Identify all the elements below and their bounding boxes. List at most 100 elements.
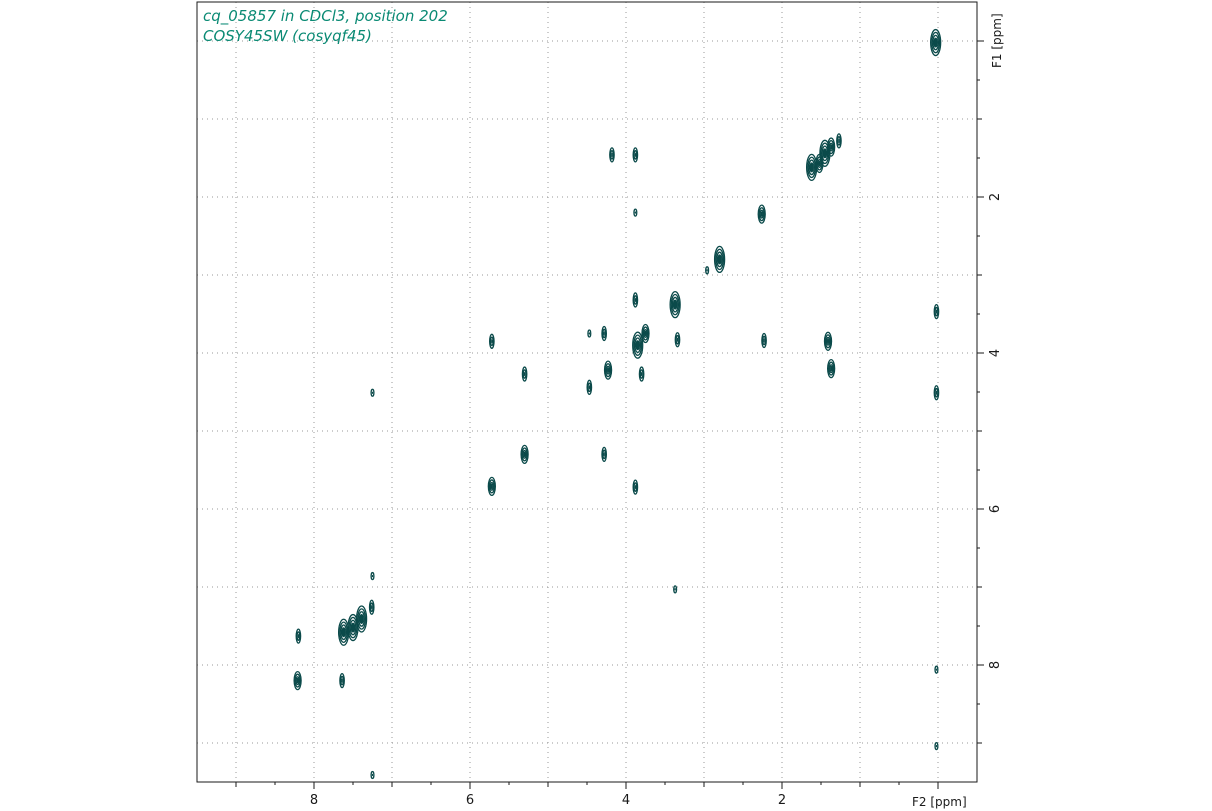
cross-peak	[337, 618, 350, 646]
contour-ring	[827, 361, 835, 376]
contour-core	[341, 678, 343, 683]
contour-ring	[669, 290, 681, 319]
contour-ring	[713, 245, 726, 274]
contour-ring	[933, 304, 940, 320]
contour-core	[342, 628, 346, 637]
contour-core	[523, 451, 526, 458]
contour-ring	[359, 613, 364, 624]
contour-ring	[761, 332, 767, 349]
contour-ring	[341, 627, 346, 638]
contour-ring	[825, 336, 831, 346]
contour-core	[634, 297, 637, 303]
spectrum-title: cq_05857 in CDCl3, position 202	[203, 7, 448, 26]
contour-ring	[809, 162, 814, 173]
contour-ring	[643, 328, 648, 339]
cross-peak	[641, 323, 650, 344]
contour-ring	[489, 336, 494, 347]
contour-core	[371, 391, 374, 394]
contour-ring	[601, 325, 608, 342]
contour-ring	[603, 360, 613, 380]
contour-ring	[368, 599, 375, 615]
contour-ring	[762, 335, 767, 346]
contour-core	[935, 390, 938, 395]
contour-core	[603, 452, 605, 457]
contour-ring	[293, 670, 302, 691]
contour-core	[634, 152, 637, 157]
contour-ring	[673, 585, 678, 594]
contour-ring	[522, 369, 527, 379]
contour-ring	[639, 369, 644, 379]
contour-ring	[587, 382, 592, 393]
cross-peak	[805, 153, 818, 182]
cross-peak	[761, 332, 767, 349]
contour-ring	[822, 148, 828, 159]
contour-ring	[836, 133, 842, 149]
contour-core	[935, 668, 938, 671]
contour-ring	[933, 385, 940, 401]
contour-ring	[369, 602, 374, 613]
contour-ring	[632, 479, 639, 495]
contour-ring	[632, 331, 644, 359]
contour-ring	[488, 333, 495, 349]
contour-ring	[521, 366, 528, 382]
contour-ring	[670, 293, 680, 316]
contour-ring	[826, 358, 836, 379]
cross-peak	[669, 290, 681, 319]
y-tick-label: 6	[988, 505, 1003, 513]
cross-peak	[520, 444, 529, 465]
contour-ring	[641, 323, 650, 344]
cross-peak	[713, 245, 726, 274]
contour-ring	[295, 676, 300, 686]
axis-ticks: 8 6 4 2 2 4 6 8	[235, 40, 1003, 808]
contour-ring	[296, 631, 301, 641]
contour-core	[676, 337, 679, 342]
contour-ring	[807, 156, 817, 179]
contour-ring	[632, 292, 639, 308]
contour-core	[706, 269, 708, 272]
contour-ring	[488, 479, 495, 494]
contour-ring	[522, 449, 527, 459]
cross-peak	[370, 388, 375, 397]
cross-peak	[705, 266, 710, 275]
contour-ring	[633, 208, 638, 217]
contour-core	[603, 331, 605, 336]
contour-ring	[717, 254, 722, 265]
contour-core	[491, 339, 493, 344]
contour-core	[351, 623, 355, 632]
contour-ring	[934, 306, 939, 317]
cross-peak	[673, 585, 678, 594]
contour-core	[935, 744, 938, 748]
contour-ring	[489, 481, 494, 491]
contour-ring	[337, 618, 350, 646]
contour-ring	[817, 158, 822, 168]
contour-ring	[836, 135, 841, 146]
cross-peak	[347, 613, 359, 642]
contour-ring	[358, 611, 366, 627]
contour-core	[611, 152, 613, 157]
contour-core	[810, 163, 814, 172]
cross-peak	[934, 741, 939, 751]
contour-ring	[819, 139, 831, 167]
experiment-subtitle: COSY45SW (cosyqf45)	[203, 27, 372, 45]
contour-ring	[828, 364, 834, 374]
contour-core	[674, 588, 676, 591]
contour-ring	[294, 673, 301, 688]
contour-core	[588, 385, 591, 390]
contour-ring	[339, 672, 345, 689]
contour-core	[718, 255, 722, 264]
x-tick-label: 8	[310, 793, 318, 808]
cross-peak	[930, 28, 942, 57]
cross-peak	[293, 670, 302, 691]
contour-ring	[672, 299, 678, 310]
contour-ring	[824, 334, 832, 349]
cross-peak	[339, 672, 345, 689]
cross-peak	[632, 147, 639, 163]
contour-ring	[609, 147, 615, 163]
cross-peak	[823, 331, 833, 351]
contour-ring	[675, 334, 680, 345]
cross-peak	[368, 599, 375, 615]
contour-ring	[340, 624, 348, 641]
contour-ring	[602, 449, 607, 460]
contour-ring	[633, 482, 638, 493]
